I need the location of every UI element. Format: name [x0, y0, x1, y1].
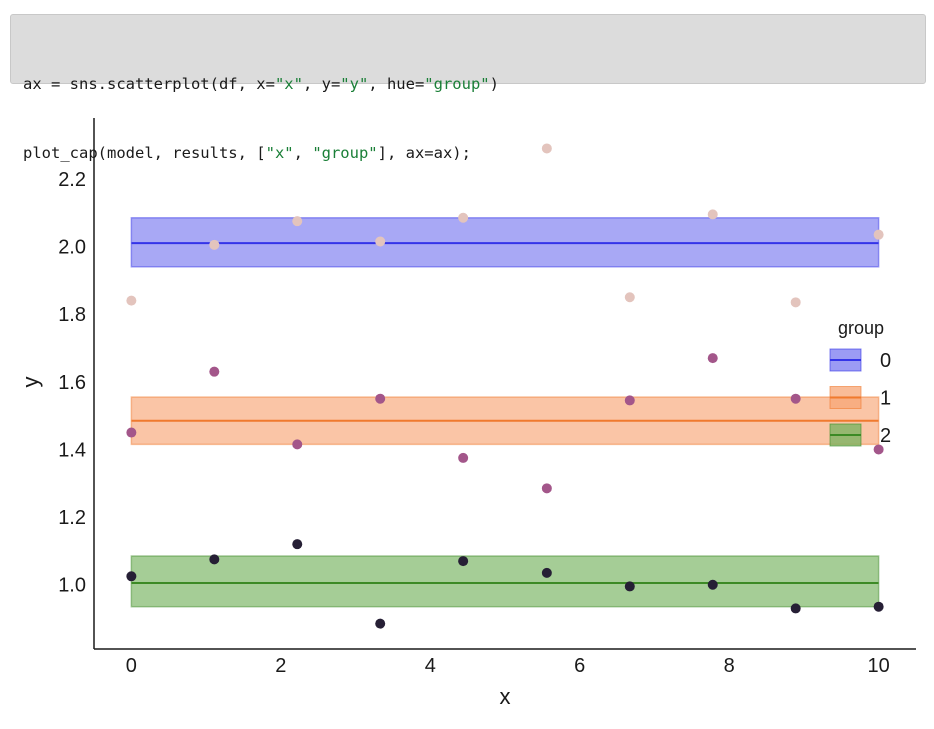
code-string: "group": [312, 144, 378, 162]
point-group-0: [375, 236, 386, 247]
point-group-1: [624, 395, 635, 406]
code-string: "y": [340, 75, 369, 93]
point-group-1: [458, 452, 469, 463]
code-cell[interactable]: ax = sns.scatterplot(df, x="x", y="y", h…: [10, 14, 926, 162]
point-group-1: [375, 393, 386, 404]
code-token: , hue=: [368, 75, 425, 93]
code-line: ax = sns.scatterplot(df, x="x", y="y", h…: [23, 73, 913, 96]
x-tick-label: 10: [868, 655, 890, 677]
point-group-1: [541, 483, 552, 494]
y-axis-label: y: [18, 377, 43, 388]
band-group-2: [130, 555, 880, 608]
code-token: ax = sns.scatterplot(df, x=: [23, 75, 275, 93]
y-tick-label: 1.6: [58, 372, 86, 394]
x-tick-label: 8: [724, 655, 735, 677]
point-group-1: [873, 444, 884, 455]
code-token: ], ax=ax);: [377, 144, 471, 162]
mean-lines: [131, 242, 879, 585]
point-group-0: [790, 297, 801, 308]
code-token: , y=: [302, 75, 341, 93]
point-group-2: [873, 601, 884, 612]
x-tick-label: 4: [425, 655, 436, 677]
y-tick-label: 1.0: [58, 575, 86, 597]
confidence-bands: [130, 217, 880, 608]
point-group-2: [292, 539, 303, 550]
legend-label-0: 0: [880, 350, 891, 372]
code-string: "x": [274, 75, 303, 93]
point-group-0: [292, 216, 303, 227]
code-string: "group": [424, 75, 490, 93]
point-group-0: [873, 229, 884, 240]
point-group-2: [624, 581, 635, 592]
point-group-1: [707, 353, 718, 364]
point-group-1: [209, 366, 220, 377]
code-token: ,: [293, 144, 313, 162]
point-group-0: [707, 209, 718, 220]
point-group-2: [209, 554, 220, 565]
data-points: [126, 143, 884, 629]
y-tick-label: 1.8: [58, 304, 86, 326]
point-group-0: [624, 292, 635, 303]
x-axis-label: x: [500, 684, 511, 709]
point-group-2: [541, 567, 552, 578]
point-group-2: [707, 579, 718, 590]
code-string: "x": [265, 144, 294, 162]
x-tick-label: 0: [126, 655, 137, 677]
legend-label-1: 1: [880, 388, 891, 410]
y-tick-label: 2.2: [58, 169, 86, 191]
legend: group 0 1 2: [829, 318, 891, 447]
legend-title: group: [838, 318, 884, 338]
point-group-0: [458, 212, 469, 223]
code-token: ): [489, 75, 499, 93]
y-tick-label: 2.0: [58, 237, 86, 259]
y-tick-label: 1.4: [58, 439, 86, 461]
point-group-0: [126, 295, 137, 306]
point-group-2: [790, 603, 801, 614]
point-group-2: [126, 571, 137, 582]
axes: 0 2 4 6 8 101.01.21.41.61.82.02.2: [58, 118, 916, 677]
x-tick-label: 6: [574, 655, 585, 677]
point-group-1: [292, 439, 303, 450]
x-tick-label: 2: [275, 655, 286, 677]
point-group-2: [375, 618, 386, 629]
legend-label-2: 2: [880, 425, 891, 447]
code-line: plot_cap(model, results, ["x", "group"],…: [23, 142, 913, 165]
point-group-1: [790, 393, 801, 404]
point-group-0: [541, 143, 552, 154]
point-group-1: [126, 427, 137, 438]
point-group-0: [209, 239, 220, 250]
point-group-2: [458, 556, 469, 567]
y-tick-label: 1.2: [58, 507, 86, 529]
code-token: plot_cap(model, results, [: [23, 144, 266, 162]
